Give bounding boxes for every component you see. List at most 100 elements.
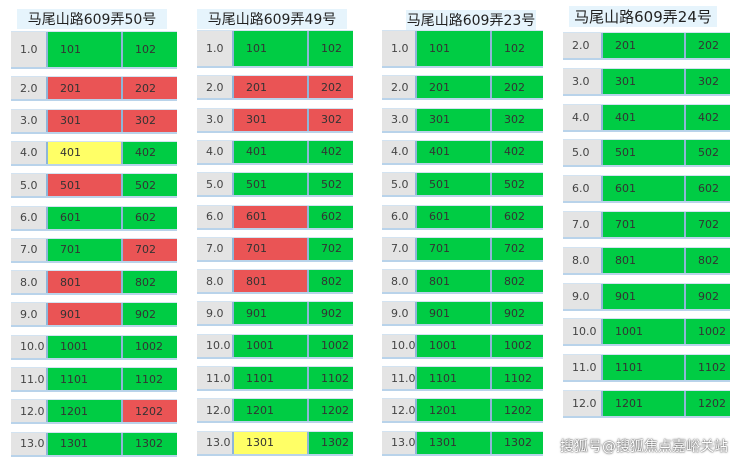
unit-cell-available[interactable]: 401 [603, 104, 686, 130]
unit-cell-available[interactable]: 102 [492, 31, 543, 66]
unit-cell-sold[interactable]: 701 [234, 237, 309, 260]
unit-cell-sold[interactable]: 601 [234, 205, 309, 228]
unit-cell-available[interactable]: 202 [686, 33, 730, 58]
unit-cell-sold[interactable]: 702 [123, 238, 177, 261]
unit-cell-available[interactable]: 502 [309, 173, 353, 196]
unit-cell-available[interactable]: 802 [309, 270, 353, 293]
unit-cell-available[interactable]: 1102 [492, 367, 543, 389]
unit-cell-available[interactable]: 1202 [309, 399, 353, 422]
unit-cell-available[interactable]: 701 [603, 212, 686, 237]
unit-cell-available[interactable]: 101 [234, 31, 309, 66]
unit-cell-sold[interactable]: 201 [234, 76, 309, 99]
unit-cell-available[interactable]: 1001 [234, 334, 309, 357]
unit-cell-available[interactable]: 702 [309, 237, 353, 260]
unit-cell-available[interactable]: 701 [417, 237, 492, 260]
unit-cell-available[interactable]: 1201 [603, 391, 686, 416]
unit-cell-available[interactable]: 301 [603, 68, 686, 94]
unit-cell-available[interactable]: 802 [492, 270, 543, 293]
unit-cell-available[interactable]: 101 [48, 32, 123, 67]
unit-cell-available[interactable]: 1002 [309, 334, 353, 357]
unit-cell-sold[interactable]: 202 [309, 76, 353, 99]
unit-cell-available[interactable]: 902 [123, 303, 177, 326]
unit-cell-reserved[interactable]: 1301 [234, 431, 309, 454]
unit-cell-available[interactable]: 1002 [492, 334, 543, 357]
unit-cell-available[interactable]: 702 [686, 212, 730, 237]
unit-cell-available[interactable]: 1202 [686, 391, 730, 416]
unit-cell-sold[interactable]: 202 [123, 77, 177, 100]
unit-cell-available[interactable]: 1001 [48, 335, 123, 358]
unit-cell-available[interactable]: 601 [603, 176, 686, 202]
unit-cell-available[interactable]: 501 [417, 173, 492, 196]
unit-cell-available[interactable]: 1101 [48, 368, 123, 390]
unit-cell-sold[interactable]: 801 [48, 271, 123, 294]
unit-cell-available[interactable]: 902 [492, 302, 543, 325]
unit-cell-available[interactable]: 1102 [123, 368, 177, 390]
unit-cell-available[interactable]: 402 [492, 140, 543, 163]
unit-cell-available[interactable]: 602 [309, 205, 353, 228]
unit-cell-available[interactable]: 1001 [417, 334, 492, 357]
unit-cell-available[interactable]: 1001 [603, 319, 686, 345]
unit-cell-available[interactable]: 602 [492, 205, 543, 228]
unit-cell-available[interactable]: 1101 [417, 367, 492, 389]
unit-cell-available[interactable]: 1301 [48, 432, 123, 455]
unit-cell-available[interactable]: 702 [492, 237, 543, 260]
unit-cell-available[interactable]: 901 [234, 302, 309, 325]
unit-cell-sold[interactable]: 1202 [123, 400, 177, 423]
unit-cell-available[interactable]: 1302 [123, 432, 177, 455]
unit-cell-available[interactable]: 1201 [417, 399, 492, 422]
unit-cell-available[interactable]: 902 [309, 302, 353, 325]
unit-cell-available[interactable]: 601 [48, 206, 123, 229]
unit-cell-available[interactable]: 1302 [309, 431, 353, 454]
unit-cell-available[interactable]: 502 [492, 173, 543, 196]
unit-cell-available[interactable]: 802 [686, 247, 730, 273]
unit-cell-available[interactable]: 901 [417, 302, 492, 325]
unit-cell-available[interactable]: 1102 [686, 355, 730, 381]
unit-cell-sold[interactable]: 302 [123, 109, 177, 132]
unit-cell-available[interactable]: 501 [234, 173, 309, 196]
unit-cell-sold[interactable]: 201 [48, 77, 123, 100]
unit-cell-available[interactable]: 302 [686, 68, 730, 94]
unit-cell-available[interactable]: 801 [417, 270, 492, 293]
unit-cell-available[interactable]: 801 [603, 247, 686, 273]
unit-cell-available[interactable]: 202 [492, 76, 543, 99]
unit-cell-sold[interactable]: 501 [48, 174, 123, 197]
unit-cell-available[interactable]: 1301 [417, 431, 492, 454]
unit-cell-available[interactable]: 102 [309, 31, 353, 66]
unit-cell-sold[interactable]: 302 [309, 108, 353, 131]
unit-cell-available[interactable]: 1102 [309, 367, 353, 389]
unit-cell-available[interactable]: 302 [492, 108, 543, 131]
unit-cell-available[interactable]: 602 [123, 206, 177, 229]
unit-cell-available[interactable]: 1002 [123, 335, 177, 358]
unit-cell-available[interactable]: 1201 [234, 399, 309, 422]
unit-cell-available[interactable]: 201 [603, 33, 686, 58]
unit-cell-available[interactable]: 1302 [492, 431, 543, 454]
unit-cell-available[interactable]: 1101 [234, 367, 309, 389]
unit-cell-available[interactable]: 901 [603, 283, 686, 309]
unit-cell-sold[interactable]: 301 [234, 108, 309, 131]
unit-cell-available[interactable]: 401 [234, 140, 309, 163]
unit-cell-available[interactable]: 802 [123, 271, 177, 294]
unit-cell-available[interactable]: 701 [48, 238, 123, 261]
unit-cell-available[interactable]: 402 [686, 104, 730, 130]
unit-cell-available[interactable]: 1002 [686, 319, 730, 345]
unit-cell-available[interactable]: 1201 [48, 400, 123, 423]
unit-cell-sold[interactable]: 901 [48, 303, 123, 326]
unit-cell-available[interactable]: 102 [123, 32, 177, 67]
unit-cell-available[interactable]: 301 [417, 108, 492, 131]
unit-cell-available[interactable]: 201 [417, 76, 492, 99]
unit-cell-available[interactable]: 402 [309, 140, 353, 163]
unit-cell-available[interactable]: 502 [686, 140, 730, 166]
unit-cell-available[interactable]: 502 [123, 174, 177, 197]
unit-cell-available[interactable]: 602 [686, 176, 730, 202]
unit-cell-sold[interactable]: 301 [48, 109, 123, 132]
unit-cell-available[interactable]: 101 [417, 31, 492, 66]
unit-cell-available[interactable]: 1202 [492, 399, 543, 422]
unit-cell-available[interactable]: 402 [123, 141, 177, 164]
unit-cell-available[interactable]: 902 [686, 283, 730, 309]
unit-cell-available[interactable]: 501 [603, 140, 686, 166]
unit-cell-available[interactable]: 601 [417, 205, 492, 228]
unit-cell-available[interactable]: 1101 [603, 355, 686, 381]
unit-cell-sold[interactable]: 801 [234, 270, 309, 293]
unit-cell-reserved[interactable]: 401 [48, 141, 123, 164]
unit-cell-available[interactable]: 401 [417, 140, 492, 163]
